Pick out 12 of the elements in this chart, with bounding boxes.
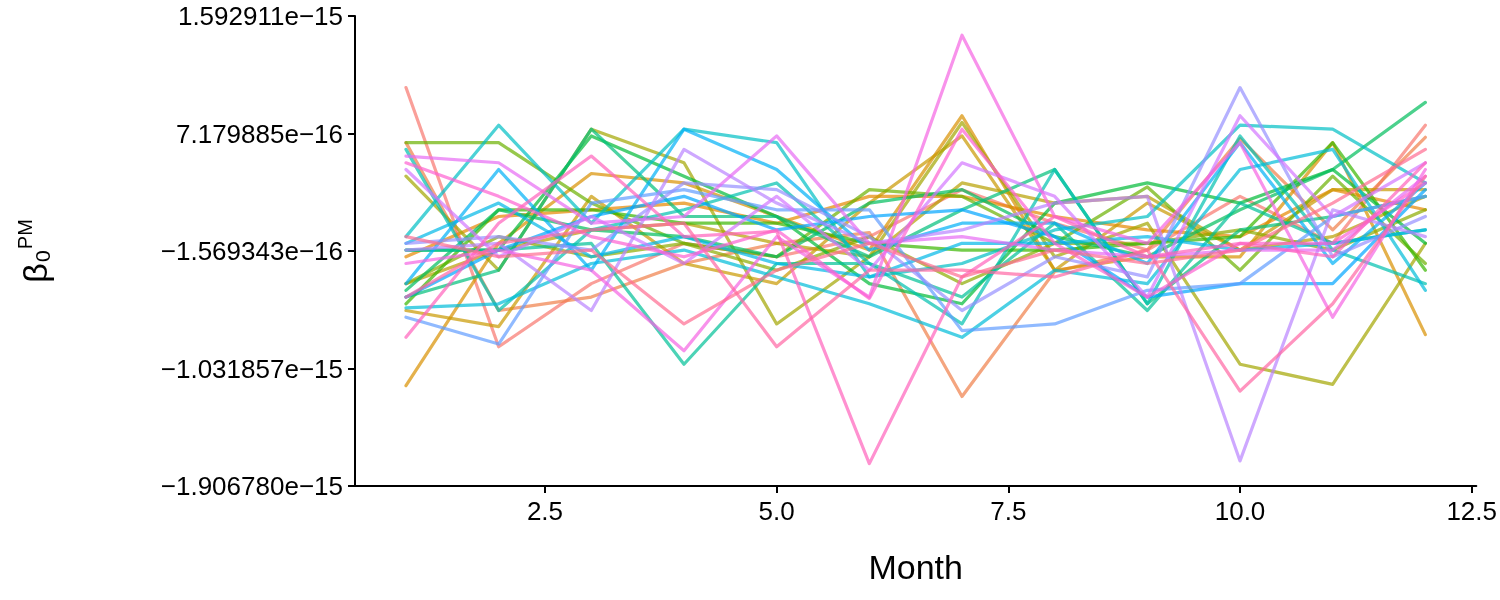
x-tick-label: 5.0 xyxy=(758,496,795,526)
x-tick-label: 12.5 xyxy=(1446,496,1497,526)
x-tick-label: 2.5 xyxy=(526,496,564,526)
x-tick-label: 7.5 xyxy=(990,496,1027,526)
y-tick-label: 7.179885e−16 xyxy=(175,118,343,149)
y-axis-title: β₀PM xyxy=(14,219,54,283)
y-tick-label: 1.592911e−15 xyxy=(177,1,343,31)
x-axis-title: Month xyxy=(868,548,963,586)
x-tick-label: 10.0 xyxy=(1214,496,1266,526)
y-tick-label: −1.031857e−15 xyxy=(160,353,343,384)
y-tick-label: −1.906780e−15 xyxy=(160,471,343,501)
y-tick-label: −1.569343e−16 xyxy=(160,236,343,266)
